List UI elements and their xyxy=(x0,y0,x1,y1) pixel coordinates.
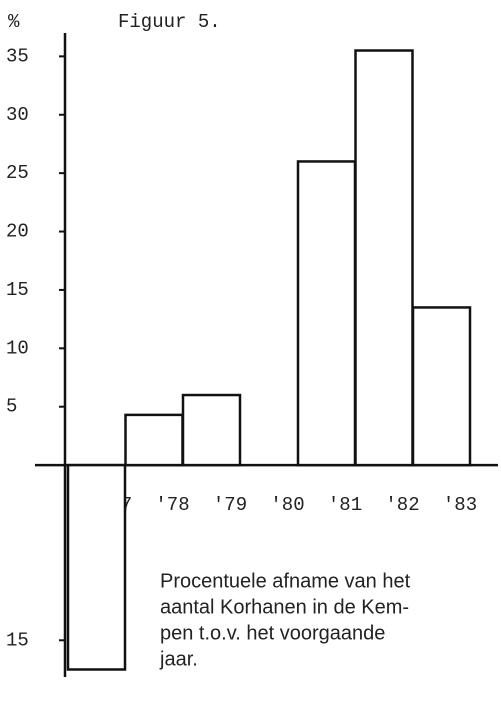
y-tick-label: 35 xyxy=(6,45,29,67)
chart-title: Figuur 5. xyxy=(118,11,221,33)
bar xyxy=(411,306,472,467)
y-tick-label: 10 xyxy=(6,337,29,359)
caption-line: aantal Korhanen in de Kem- xyxy=(160,596,409,618)
caption-line: jaar. xyxy=(159,648,198,670)
bar xyxy=(354,49,414,467)
x-tick-label: '78 xyxy=(155,494,189,516)
bar xyxy=(124,413,184,467)
x-tick-label: '81 xyxy=(328,494,362,516)
x-tick-label: '79 xyxy=(213,494,247,516)
y-tick-label: 20 xyxy=(6,221,29,243)
x-tick-label: '80 xyxy=(270,494,304,516)
bar xyxy=(181,393,242,467)
y-tick-label: 30 xyxy=(6,104,29,126)
y-tick-label: 25 xyxy=(6,162,29,184)
y-axis-label: % xyxy=(8,11,20,33)
y-tick-label: 15 xyxy=(6,629,29,651)
y-tick-label: 15 xyxy=(6,279,29,301)
caption-line: Procentuele afname van het xyxy=(160,570,411,592)
y-tick-label: 5 xyxy=(6,396,17,418)
x-tick-label: '82 xyxy=(385,494,419,516)
caption: Procentuele afname van het aantal Korhane… xyxy=(159,570,411,670)
x-tick-label: '83 xyxy=(443,494,477,516)
bar xyxy=(296,160,357,467)
caption-line: pen t.o.v. het voorgaande xyxy=(160,622,385,644)
bar xyxy=(66,463,127,671)
